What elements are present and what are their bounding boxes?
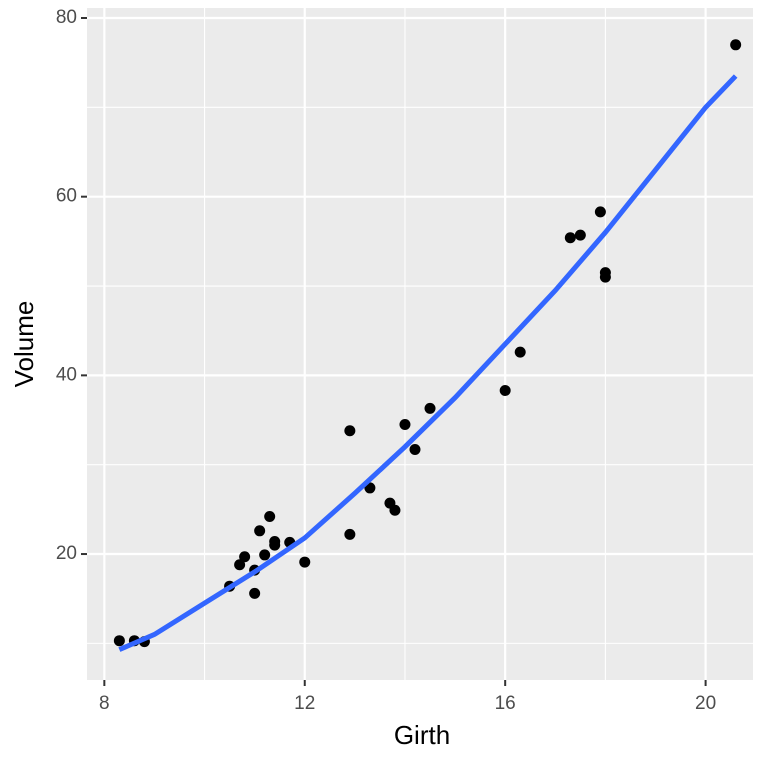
point — [344, 528, 356, 540]
point — [730, 39, 742, 51]
point — [409, 444, 421, 456]
y-axis-title: Volume — [9, 301, 39, 388]
y-tick-label: 80 — [56, 7, 77, 28]
point — [564, 232, 576, 244]
panel — [87, 8, 753, 680]
point — [259, 549, 271, 561]
x-tick-label: 20 — [695, 693, 716, 714]
point — [514, 346, 526, 358]
point — [599, 271, 611, 283]
point — [249, 587, 261, 599]
point — [234, 559, 246, 571]
point — [399, 418, 411, 430]
point — [594, 206, 606, 218]
point — [269, 536, 281, 548]
point — [424, 402, 436, 414]
point — [264, 511, 276, 523]
y-tick-label: 60 — [56, 186, 77, 207]
point — [239, 551, 251, 563]
point — [344, 425, 356, 437]
point — [254, 525, 266, 537]
y-tick-label: 40 — [56, 364, 77, 385]
point — [574, 229, 586, 241]
x-tick-label: 12 — [294, 693, 315, 714]
fit-line — [118, 74, 738, 652]
point — [389, 504, 401, 516]
point — [499, 385, 511, 397]
point — [299, 556, 311, 568]
x-tick-label: 16 — [495, 693, 516, 714]
x-tick-label: 8 — [99, 693, 110, 714]
x-axis-title: Girth — [394, 720, 450, 750]
point — [113, 635, 125, 647]
y-tick-label: 20 — [56, 543, 77, 564]
